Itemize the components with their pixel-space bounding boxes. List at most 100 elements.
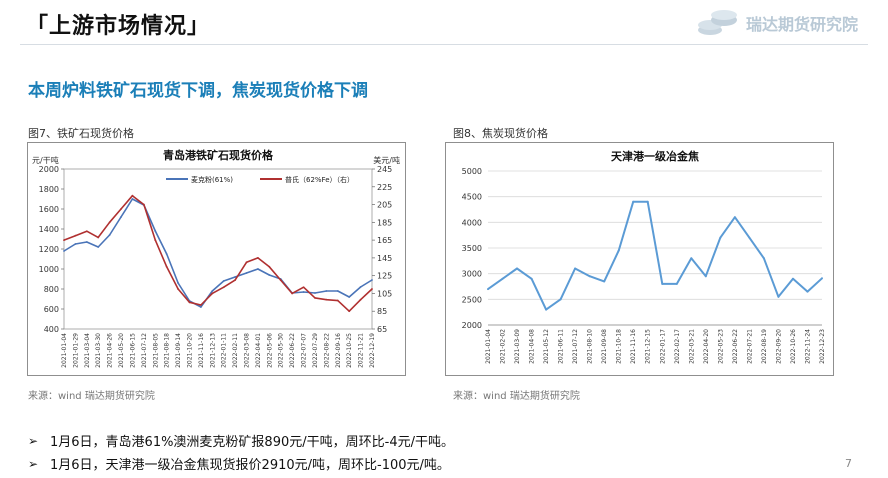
x-tick-label: 2022-07-07 — [301, 333, 308, 368]
brand: 瑞达期货研究院 — [696, 8, 858, 38]
data-point — [85, 241, 88, 243]
x-tick-label: 2022-10-25 — [346, 333, 353, 368]
arrow-bullet-icon: ➢ — [28, 456, 39, 471]
data-point — [530, 277, 533, 280]
plot-area — [63, 168, 373, 330]
data-point — [177, 288, 179, 290]
y-tick-label-right: 85 — [377, 307, 387, 316]
x-tick-label: 2022-02-17 — [674, 329, 681, 364]
x-tick-label: 2021-08-10 — [587, 329, 594, 364]
x-tick-label: 2022-04-20 — [703, 329, 710, 364]
data-point — [359, 286, 362, 288]
data-point — [791, 277, 794, 280]
data-point — [806, 290, 809, 293]
y-tick-label-right: 225 — [377, 183, 392, 192]
x-tick-label: 2022-04-01 — [255, 333, 262, 368]
bullet-text: 1月6日，青岛港61%澳洲麦克粉矿报890元/干吨，周环比-4元/干吨。 — [50, 435, 454, 450]
y-tick-label: 3500 — [462, 244, 482, 253]
y-tick-label: 4500 — [462, 193, 482, 202]
source-note: 来源：wind 瑞达期货研究院 — [453, 391, 580, 402]
x-tick-label: 2021-07-12 — [572, 329, 579, 364]
x-tick-label: 2021-09-14 — [175, 333, 182, 368]
x-tick-label: 2021-03-30 — [95, 333, 102, 368]
x-tick-label: 2021-12-13 — [209, 333, 216, 368]
legend-label: 普氏（62%Fe）（右） — [285, 175, 354, 184]
x-tick-label: 2021-09-08 — [601, 329, 608, 364]
data-point — [279, 279, 282, 282]
data-point — [302, 291, 305, 293]
y-tick-label: 4000 — [462, 218, 482, 227]
x-tick-label: 2021-08-18 — [164, 333, 171, 368]
data-point — [177, 282, 179, 284]
x-tick-label: 2022-08-22 — [323, 333, 330, 368]
data-point — [222, 286, 225, 289]
data-point — [314, 296, 316, 299]
data-point — [211, 290, 214, 292]
data-point — [120, 208, 122, 210]
data-point — [314, 292, 316, 294]
data-point — [268, 274, 271, 276]
data-point — [85, 230, 88, 233]
y-axis-label-right: 美元/吨 — [373, 155, 400, 165]
y-tick-label-left: 1000 — [39, 265, 59, 274]
x-tick-label: 2022-07-29 — [312, 333, 319, 368]
chart-title: 天津港一级冶金焦 — [611, 149, 699, 163]
x-tick-label: 2022-09-20 — [775, 329, 782, 364]
data-point — [690, 257, 693, 260]
series-line-mac-fines — [63, 198, 373, 308]
data-point — [291, 292, 294, 295]
chart-title: 青岛港铁矿石现货价格 — [163, 148, 274, 162]
x-tick-label: 2022-01-17 — [659, 329, 666, 364]
data-point — [131, 194, 134, 197]
x-tick-label: 2021-03-09 — [514, 329, 521, 364]
data-point — [748, 236, 751, 239]
data-point — [646, 200, 649, 203]
data-point — [108, 234, 111, 236]
y-tick-label-left: 1200 — [39, 245, 59, 254]
source-note: 来源：wind 瑞达期货研究院 — [28, 391, 155, 402]
x-tick-label: 2022-05-30 — [278, 333, 285, 368]
x-tick-label: 2022-08-19 — [761, 329, 768, 364]
data-point — [617, 249, 620, 252]
y-tick-label-left: 2000 — [39, 165, 59, 174]
data-point — [661, 282, 664, 285]
data-point — [516, 267, 519, 270]
data-point — [154, 239, 157, 242]
x-tick-label: 2022-03-08 — [244, 333, 251, 368]
data-point — [131, 198, 134, 200]
x-tick-label: 2021-07-12 — [141, 333, 148, 368]
x-tick-label: 2022-12-19 — [369, 333, 376, 368]
y-tick-label-right: 165 — [377, 236, 392, 245]
x-tick-label: 2021-06-11 — [558, 329, 565, 364]
data-point — [359, 298, 362, 301]
x-tick-label: 2022-10-26 — [790, 329, 797, 364]
legend-label: 麦克粉(61%) — [191, 175, 233, 184]
data-point — [165, 253, 168, 255]
data-point — [245, 272, 248, 274]
x-tick-label: 2021-11-16 — [630, 329, 637, 364]
brand-name: 瑞达期货研究院 — [745, 15, 858, 34]
data-point — [188, 301, 191, 304]
y-tick-label-right: 105 — [377, 289, 392, 298]
x-tick-label: 2022-03-21 — [688, 329, 695, 364]
x-tick-label: 2022-06-22 — [732, 329, 739, 364]
data-point — [142, 203, 145, 206]
data-point — [821, 277, 823, 280]
data-point — [199, 304, 202, 306]
data-point — [704, 275, 707, 278]
brand-logo-icon — [697, 10, 737, 35]
data-point — [733, 216, 736, 219]
data-point — [108, 221, 111, 224]
data-point — [97, 236, 100, 239]
data-point — [719, 236, 722, 239]
y-axis-label-left: 元/干吨 — [32, 155, 59, 165]
x-tick-label: 2022-11-21 — [358, 333, 365, 368]
data-point — [348, 310, 351, 313]
y-tick-label-right: 185 — [377, 218, 392, 227]
data-point — [371, 288, 373, 290]
data-point — [63, 250, 65, 252]
y-tick-label: 2500 — [462, 295, 482, 304]
data-point — [222, 280, 225, 282]
data-point — [632, 200, 635, 203]
data-point — [501, 277, 504, 280]
